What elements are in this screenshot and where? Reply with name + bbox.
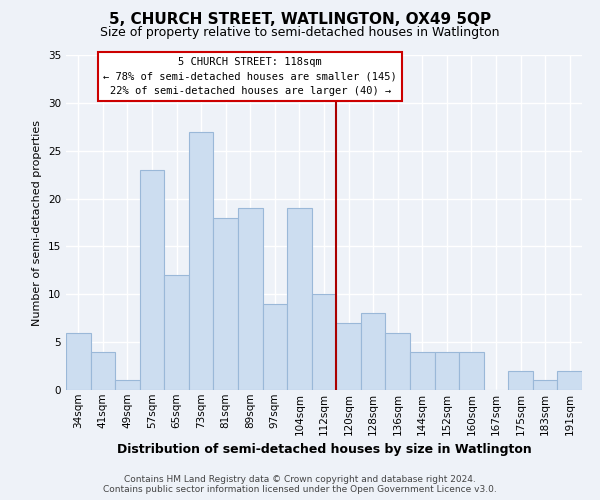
Bar [459, 352, 484, 390]
Text: Contains HM Land Registry data © Crown copyright and database right 2024.
Contai: Contains HM Land Registry data © Crown c… [103, 474, 497, 494]
Bar [385, 332, 410, 390]
Bar [238, 208, 263, 390]
Bar [189, 132, 214, 390]
Bar [263, 304, 287, 390]
Text: Size of property relative to semi-detached houses in Watlington: Size of property relative to semi-detach… [100, 26, 500, 39]
Y-axis label: Number of semi-detached properties: Number of semi-detached properties [32, 120, 43, 326]
Bar [410, 352, 434, 390]
Text: 5 CHURCH STREET: 118sqm
← 78% of semi-detached houses are smaller (145)
22% of s: 5 CHURCH STREET: 118sqm ← 78% of semi-de… [103, 57, 397, 96]
Bar [164, 275, 189, 390]
Bar [287, 208, 312, 390]
Bar [533, 380, 557, 390]
Bar [214, 218, 238, 390]
Bar [115, 380, 140, 390]
Bar [508, 371, 533, 390]
Bar [66, 332, 91, 390]
Bar [434, 352, 459, 390]
Bar [336, 323, 361, 390]
Text: 5, CHURCH STREET, WATLINGTON, OX49 5QP: 5, CHURCH STREET, WATLINGTON, OX49 5QP [109, 12, 491, 28]
Bar [140, 170, 164, 390]
Bar [91, 352, 115, 390]
Bar [557, 371, 582, 390]
Bar [361, 314, 385, 390]
X-axis label: Distribution of semi-detached houses by size in Watlington: Distribution of semi-detached houses by … [116, 443, 532, 456]
Bar [312, 294, 336, 390]
